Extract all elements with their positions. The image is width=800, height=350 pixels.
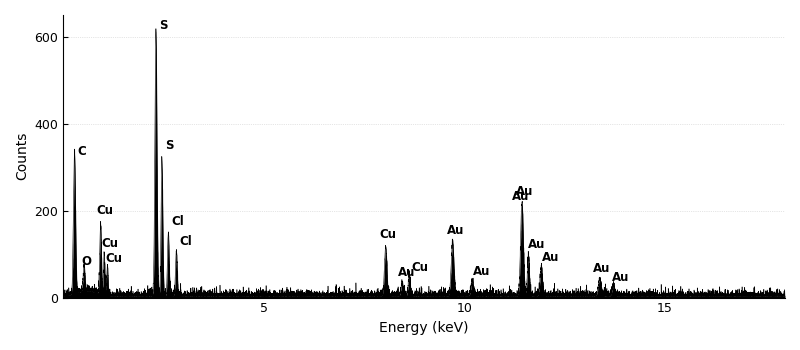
Text: S: S bbox=[158, 19, 167, 33]
Text: Cl: Cl bbox=[171, 215, 184, 228]
Text: Au: Au bbox=[398, 266, 415, 279]
Text: Au: Au bbox=[447, 224, 465, 237]
X-axis label: Energy (keV): Energy (keV) bbox=[379, 321, 469, 335]
Text: Au: Au bbox=[542, 251, 559, 264]
Text: C: C bbox=[78, 146, 86, 159]
Text: Au: Au bbox=[516, 184, 534, 198]
Text: S: S bbox=[165, 139, 174, 152]
Text: Cu: Cu bbox=[105, 252, 122, 265]
Text: Au: Au bbox=[593, 262, 610, 275]
Text: Cl: Cl bbox=[179, 234, 192, 247]
Text: Au: Au bbox=[612, 271, 629, 284]
Text: Au: Au bbox=[527, 238, 545, 251]
Text: O: O bbox=[82, 255, 91, 268]
Text: Cu: Cu bbox=[102, 237, 118, 250]
Text: Au: Au bbox=[512, 190, 530, 203]
Text: Cu: Cu bbox=[96, 204, 113, 217]
Y-axis label: Counts: Counts bbox=[15, 132, 29, 181]
Text: Au: Au bbox=[473, 265, 490, 278]
Text: Cu: Cu bbox=[379, 228, 396, 241]
Text: Cu: Cu bbox=[411, 261, 428, 274]
